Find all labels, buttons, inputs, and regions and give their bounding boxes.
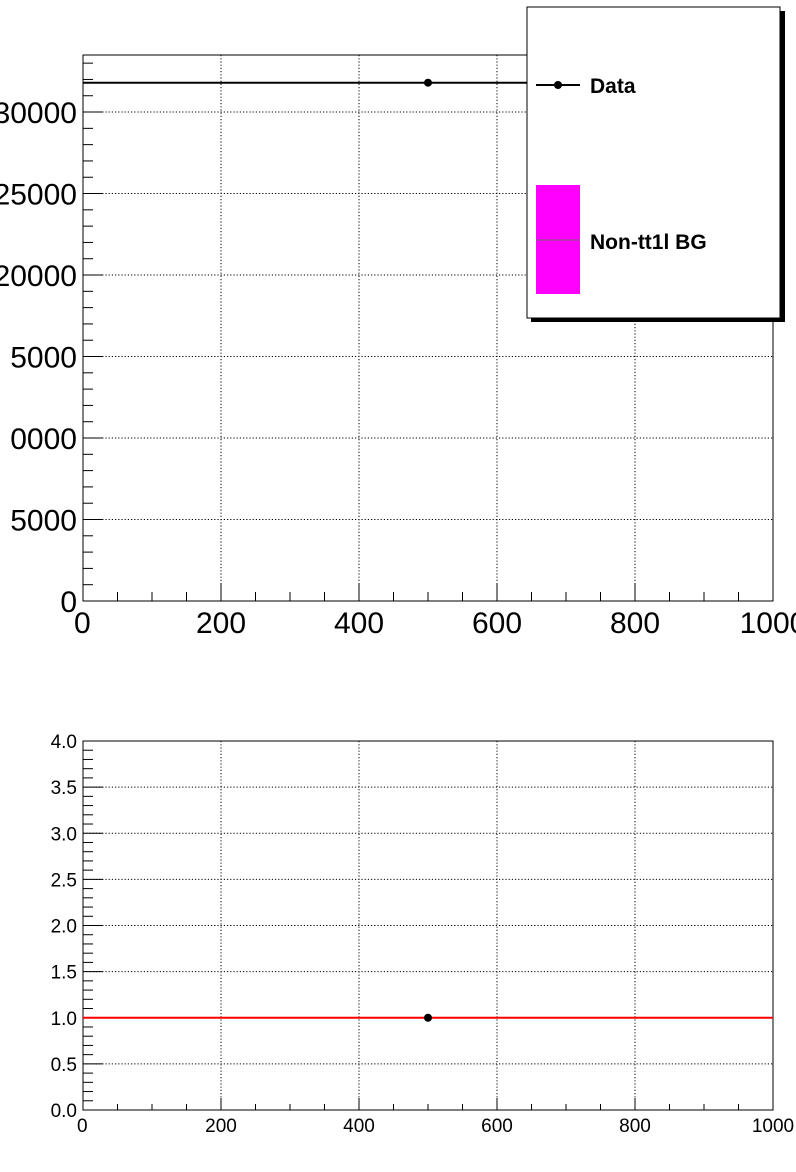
x-tick-label: 600 — [481, 1116, 513, 1137]
y-tick-label: 3.5 — [51, 778, 77, 799]
y-tick-label: 5000 — [10, 505, 77, 538]
x-tick-label: 1000 — [752, 1116, 794, 1137]
legend: Data Non-tt1l BG — [526, 6, 785, 322]
x-tick-label: 600 — [472, 607, 522, 640]
x-tick-label: 800 — [619, 1116, 651, 1137]
y-tick-label: 2.5 — [51, 870, 77, 891]
ratio-plot-panel: 0 200 400 600 800 1000 0.0 0.5 1.0 1.5 2.0 2.5 3.0 3.… — [51, 732, 795, 1137]
y-tick-label: 5000 — [10, 342, 77, 375]
y-tick-label: 2.0 — [51, 917, 77, 938]
y-tick-label: 1.5 — [51, 963, 77, 984]
y-tick-label: 30000 — [0, 97, 77, 130]
x-tick-label: 0 — [74, 607, 91, 640]
legend-label-bg: Non-tt1l BG — [590, 231, 707, 254]
x-tick-label: 800 — [610, 607, 660, 640]
x-tick-label: 0 — [77, 1116, 88, 1137]
y-tick-label: 20000 — [0, 260, 77, 293]
x-tick-label: 400 — [334, 607, 384, 640]
y-tick-label: 0000 — [10, 423, 77, 456]
legend-label-data: Data — [590, 75, 636, 98]
main-plot-panel: 0200400600800100005000000050002000025000… — [0, 54, 796, 640]
y-tick-label: 0 — [60, 586, 77, 619]
x-tick-label: 1000 — [740, 607, 796, 640]
y-tick-label: 3.0 — [51, 824, 77, 845]
data-point — [424, 78, 432, 87]
y-tick-label: 0.5 — [51, 1055, 77, 1076]
x-tick-label: 400 — [343, 1116, 375, 1137]
legend-data-marker — [554, 81, 562, 89]
y-tick-label: 0.0 — [51, 1101, 77, 1122]
x-tick-label: 200 — [196, 607, 246, 640]
x-tick-label: 200 — [205, 1116, 237, 1137]
y-tick-label: 4.0 — [51, 732, 77, 753]
y-tick-label: 1.0 — [51, 1009, 77, 1030]
y-tick-label: 25000 — [0, 179, 77, 212]
ratio-data-point — [424, 1013, 432, 1022]
